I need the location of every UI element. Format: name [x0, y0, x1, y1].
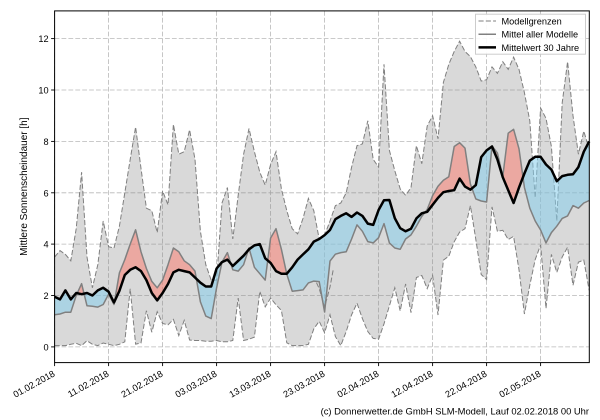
svg-text:Mittel aller Modelle: Mittel aller Modelle [502, 30, 579, 40]
svg-text:Modellgrenzen: Modellgrenzen [502, 17, 562, 27]
svg-text:10: 10 [38, 86, 48, 96]
svg-text:12: 12 [38, 34, 48, 44]
svg-text:Mittelwert 30 Jahre: Mittelwert 30 Jahre [502, 43, 580, 53]
svg-text:6: 6 [43, 188, 48, 198]
svg-text:4: 4 [43, 240, 48, 250]
svg-text:(c) Donnerwetter.de GmbH SLM-M: (c) Donnerwetter.de GmbH SLM-Modell, Lau… [321, 406, 589, 417]
svg-text:2: 2 [43, 291, 48, 301]
svg-text:0: 0 [43, 342, 48, 352]
svg-text:Mittlere Sonnenscheindauer [h]: Mittlere Sonnenscheindauer [h] [19, 117, 30, 256]
svg-text:8: 8 [43, 137, 48, 147]
